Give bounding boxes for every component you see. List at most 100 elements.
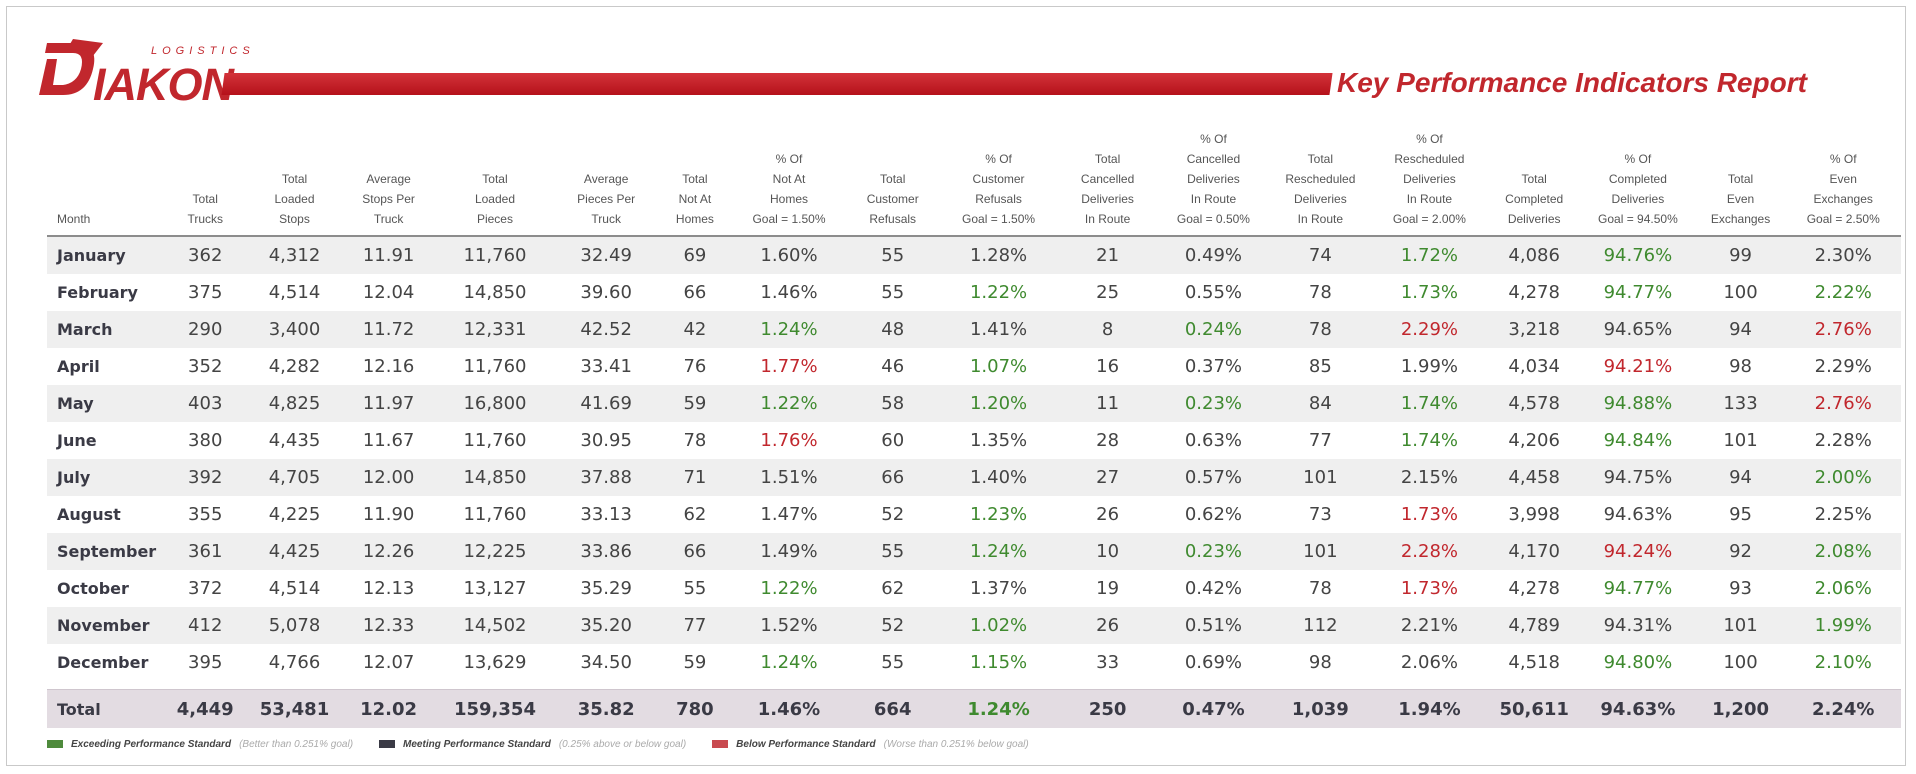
column-header-line: Goal = 2.50%	[1806, 212, 1880, 226]
table-cell: 4,705	[248, 459, 342, 496]
table-cell: 2.00%	[1785, 459, 1901, 496]
table-cell: 94.76%	[1580, 236, 1696, 274]
table-cell: 71	[658, 459, 732, 496]
table-cell: 1.60%	[731, 236, 847, 274]
table-cell: 11,760	[463, 504, 527, 525]
row-label: July	[47, 459, 163, 496]
table-cell: 73	[1308, 504, 1332, 525]
table-cell: 5,078	[248, 607, 342, 644]
table-cell: 0.49%	[1156, 236, 1271, 274]
table-cell: 11.91	[341, 236, 437, 274]
column-header: % Of Rescheduled Deliveries In Route Goal = …	[1370, 129, 1489, 237]
table-cell: 412	[162, 607, 248, 644]
column-header: Average Stops Per Truck	[341, 129, 437, 237]
column-header-line: Even	[1726, 192, 1755, 206]
legend-swatch	[379, 740, 396, 749]
table-cell: 0.23%	[1156, 533, 1271, 570]
table-cell: 2.06%	[1814, 578, 1872, 599]
table-cell: 1.49%	[731, 533, 847, 570]
table-cell: 12,225	[436, 533, 554, 570]
table-cell: 94.65%	[1580, 311, 1696, 348]
table-cell: 93	[1729, 578, 1752, 599]
table-cell: 101	[1723, 430, 1758, 451]
table-cell: 11.90	[362, 504, 415, 525]
row-label: January	[47, 236, 163, 274]
table-cell: 2.29%	[1370, 311, 1489, 348]
table-cell: 2.08%	[1785, 533, 1901, 570]
row-label: December	[57, 653, 149, 672]
column-header-line: Total	[1727, 172, 1754, 186]
table-cell: 27	[1058, 459, 1157, 496]
table-cell: 1.74%	[1400, 430, 1458, 451]
table-cell: 2.15%	[1370, 459, 1489, 496]
table-cell: 4,034	[1508, 356, 1560, 377]
column-header-line: Goal = 1.50%	[752, 212, 826, 226]
table-cell: 4,789	[1488, 607, 1581, 644]
column-header-line: Deliveries	[1187, 172, 1240, 186]
table-cell: 30.95	[580, 430, 632, 451]
column-header-line: Rescheduled	[1394, 152, 1465, 166]
table-cell: 372	[188, 578, 223, 599]
table-cell: 55	[846, 236, 939, 274]
table-cell: 16,800	[436, 385, 554, 422]
table-cell: 395	[188, 652, 223, 673]
column-header-line: Cancelled	[1080, 172, 1135, 186]
table-cell: 3,400	[248, 311, 342, 348]
table-cell: 94.63%	[1580, 689, 1696, 728]
table-cell: 1.22%	[731, 385, 847, 422]
column-header: Month	[47, 129, 163, 237]
table-cell: 0.24%	[1156, 311, 1271, 348]
table-cell: 25	[1096, 282, 1120, 303]
table-cell: 1.23%	[969, 504, 1028, 525]
table-cell: 59	[683, 652, 707, 673]
column-header-line: Refusals	[869, 212, 917, 226]
table-cell: 52	[846, 607, 939, 644]
table-cell: 94	[1695, 311, 1786, 348]
table-cell: 2.30%	[1785, 236, 1901, 274]
table-cell: 1.24%	[938, 533, 1059, 570]
table-cell: 1.73%	[1400, 504, 1458, 525]
table-cell: 53,481	[248, 689, 342, 728]
table-cell: 4,518	[1508, 652, 1560, 673]
legend-item: Below Performance Standard (Worse than 0.…	[712, 739, 1029, 750]
table-cell: 12.02	[341, 689, 437, 728]
table-cell: 0.37%	[1184, 356, 1243, 377]
table-cell: 11	[1058, 385, 1157, 422]
table-cell: 1,200	[1695, 689, 1786, 728]
table-cell: 1.28%	[938, 236, 1059, 274]
table-cell: 41.69	[553, 385, 659, 422]
table-cell: 4,766	[268, 652, 321, 673]
table-cell: 55	[881, 282, 905, 303]
table-cell: 99	[1695, 236, 1786, 274]
table-cell: 1.47%	[760, 504, 818, 525]
table-cell: 33.13	[580, 504, 632, 525]
table-cell: 0.62%	[1184, 504, 1243, 525]
table-cell: 19	[1096, 578, 1120, 599]
table-cell: 3,218	[1488, 311, 1581, 348]
row-label: Total	[47, 689, 163, 728]
table-cell: 55	[683, 578, 707, 599]
table-row: June 380 4,435 11.67 11,760 30.95 78 1.76% 60 1.3…	[47, 422, 1901, 459]
report-title: Key Performance Indicators Report	[1337, 67, 1807, 98]
table-cell: 78	[1308, 578, 1332, 599]
column-header: % Of Not At Homes Goal = 1.50%	[731, 129, 847, 237]
table-cell: 1.37%	[969, 578, 1028, 599]
table-row: July 392 4,705 12.00 14,850 37.88 71 1.51% 66 1.4…	[47, 459, 1901, 496]
table-cell: 26	[1096, 504, 1120, 525]
column-header-line: Completed	[1505, 192, 1564, 206]
table-cell: 2.28%	[1814, 430, 1872, 451]
table-cell: 33.41	[580, 356, 632, 377]
table-cell: 375	[188, 282, 223, 303]
column-header-line: Not At	[772, 172, 806, 186]
table-cell: 11,760	[463, 430, 527, 451]
table-cell: 4,425	[248, 533, 342, 570]
table-cell: 94.75%	[1580, 459, 1696, 496]
table-cell: 12,331	[436, 311, 554, 348]
table-row: November 412 5,078 12.33 14,502 35.20 77 1.52% 5…	[47, 607, 1901, 644]
column-header-line: Rescheduled	[1285, 172, 1356, 186]
table-cell: 42.52	[553, 311, 659, 348]
table-cell: 37.88	[553, 459, 659, 496]
column-header: Total Customer Refusals	[846, 129, 939, 237]
table-cell: 12.07	[362, 652, 415, 673]
table-cell: 35.20	[553, 607, 659, 644]
